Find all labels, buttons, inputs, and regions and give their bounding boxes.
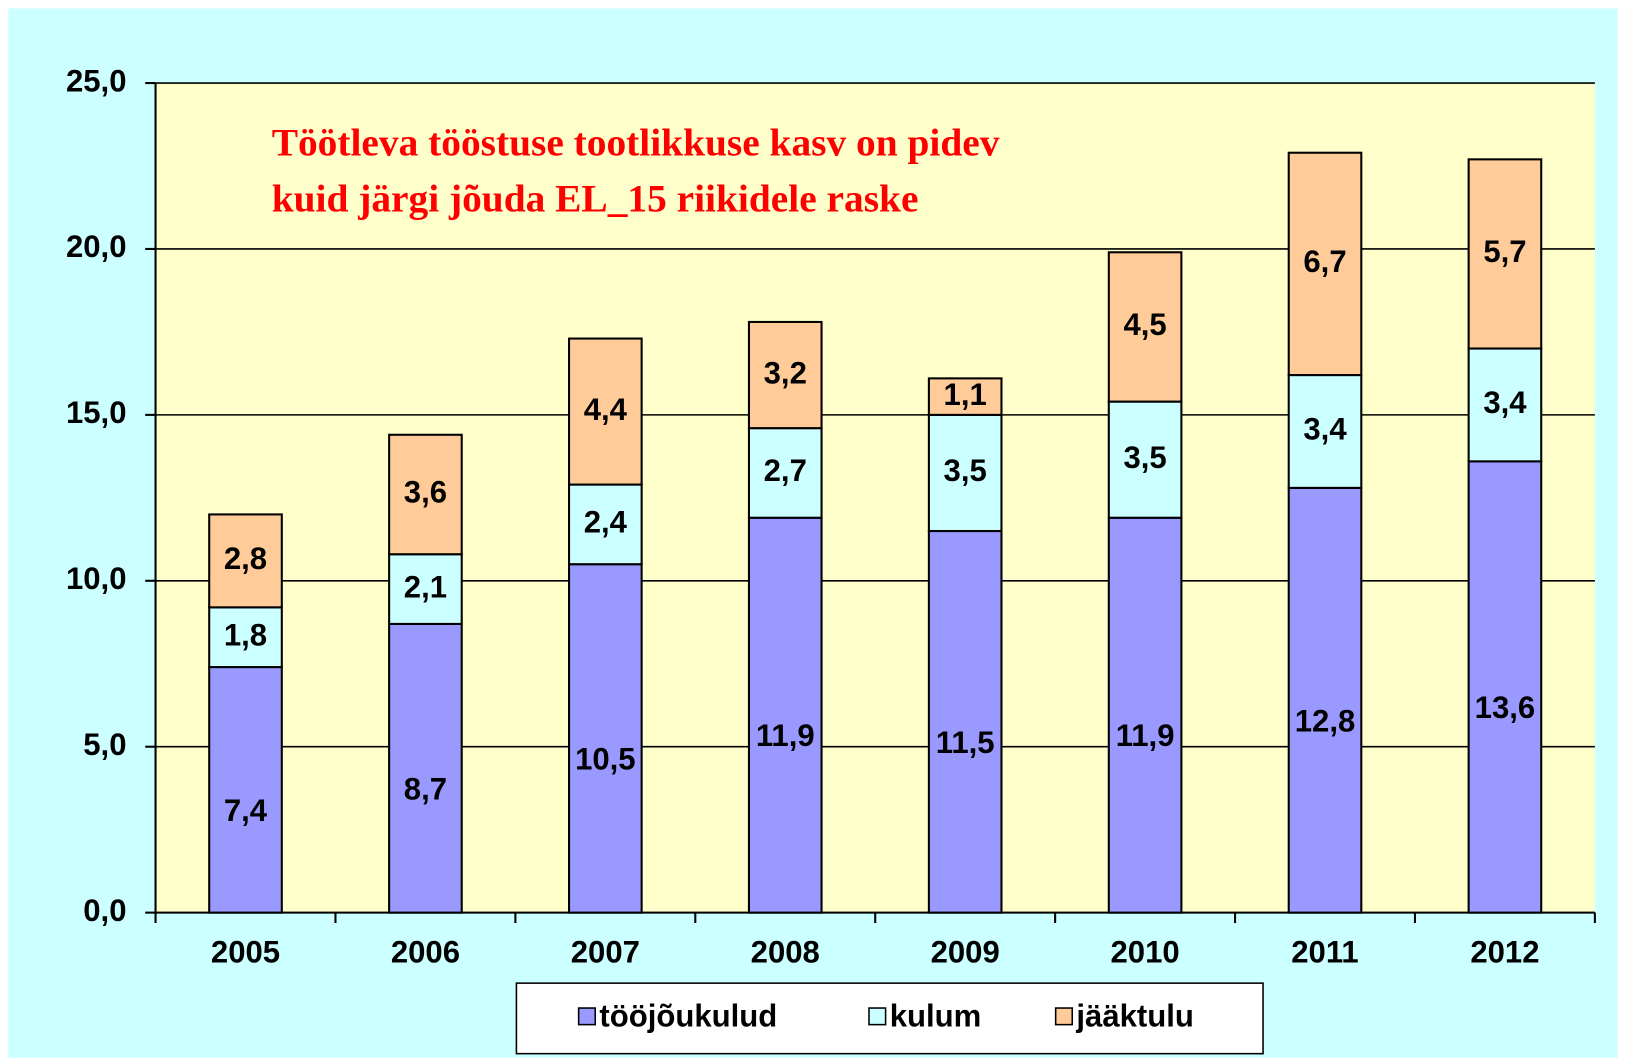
- data-label: 3,4: [1483, 385, 1527, 420]
- y-tick-label: 25,0: [66, 63, 127, 98]
- data-label: 3,2: [764, 355, 807, 390]
- y-tick-label: 5,0: [83, 727, 126, 762]
- data-label: 2,8: [224, 541, 267, 576]
- bar-segment: [568, 337, 643, 486]
- bar-segment: [1467, 460, 1543, 914]
- x-tick-label: 2012: [1470, 934, 1539, 969]
- bar-segment: [1287, 151, 1363, 377]
- data-label: 3,5: [944, 453, 987, 488]
- y-tick-label: 15,0: [66, 395, 127, 430]
- data-label: 4,4: [584, 392, 628, 427]
- bar-segment: [1467, 158, 1543, 350]
- x-tick-label: 2008: [751, 934, 820, 969]
- data-label: 3,4: [1303, 412, 1347, 447]
- bar-segment: [1107, 516, 1183, 914]
- data-label: 7,4: [224, 793, 268, 828]
- bar-segment: [208, 513, 283, 609]
- y-tick-label: 10,0: [66, 561, 127, 596]
- data-label: 5,7: [1483, 234, 1526, 269]
- x-tick-label: 2007: [571, 934, 640, 969]
- legend-box: [515, 982, 1264, 1055]
- data-label: 11,9: [1116, 718, 1175, 753]
- legend-marker: [577, 1007, 597, 1026]
- data-label: 12,8: [1295, 703, 1356, 738]
- bar-segment: [208, 606, 283, 669]
- bar-segment: [208, 666, 283, 914]
- data-label: 13,6: [1475, 690, 1536, 725]
- data-label: 11,9: [756, 718, 815, 753]
- data-label: 3,6: [404, 475, 447, 510]
- bar-segment: [1107, 251, 1183, 403]
- legend-label: kulum: [890, 999, 982, 1034]
- data-label: 10,5: [575, 741, 636, 776]
- x-tick-label: 2006: [391, 934, 460, 969]
- data-label: 11,5: [936, 725, 995, 760]
- data-label: 2,1: [404, 569, 447, 604]
- y-tick-label: 0,0: [83, 893, 126, 928]
- data-label: 1,8: [224, 617, 267, 652]
- bar-segment: [568, 563, 643, 914]
- legend-marker: [868, 1007, 887, 1026]
- bar-segment: [388, 433, 463, 556]
- data-label: 2,4: [584, 505, 628, 540]
- legend-marker: [1054, 1007, 1074, 1026]
- x-tick-label: 2005: [211, 934, 280, 969]
- bar-segment: [747, 320, 823, 430]
- x-tick-label: 2011: [1291, 934, 1358, 969]
- bar-segment: [747, 516, 823, 914]
- bar-segment: [1287, 374, 1363, 489]
- y-tick-label: 20,0: [66, 229, 127, 264]
- bar-segment: [927, 413, 1003, 533]
- data-label: 4,5: [1123, 307, 1166, 342]
- bar-segment: [927, 377, 1003, 416]
- bar-segment: [1467, 347, 1543, 463]
- bar-segment: [388, 622, 463, 914]
- data-label: 2,7: [764, 453, 807, 488]
- legend-label: jääktulu: [1075, 999, 1194, 1034]
- chart-title: kuid järgi jõuda EL_15 riikidele raske: [272, 177, 919, 221]
- data-label: 8,7: [404, 771, 447, 806]
- x-tick-label: 2010: [1111, 934, 1180, 969]
- data-label: 6,7: [1303, 244, 1346, 279]
- bar-segment: [1287, 486, 1363, 914]
- chart-title: Töötleva tööstuse tootlikkuse kasv on pi…: [272, 121, 1000, 165]
- x-tick-label: 2009: [931, 934, 1000, 969]
- bar-segment: [568, 483, 643, 566]
- data-label: 3,5: [1123, 440, 1166, 475]
- legend-label: tööjõukulud: [599, 999, 777, 1034]
- data-label: 1,1: [944, 377, 987, 412]
- bar-segment: [1107, 400, 1183, 519]
- bar-segment: [927, 529, 1003, 914]
